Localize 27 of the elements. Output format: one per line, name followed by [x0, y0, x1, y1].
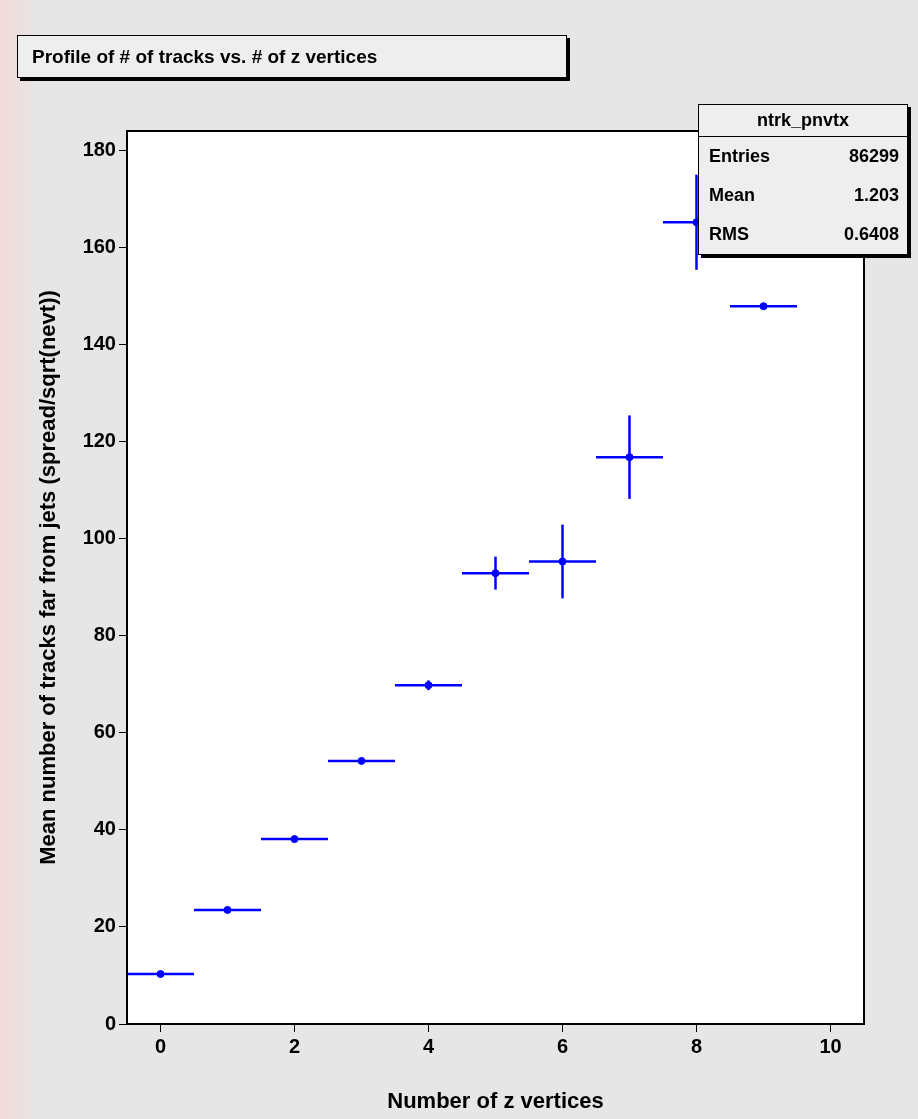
x-tick-label: 8	[690, 1034, 703, 1057]
y-tick-label: 0	[104, 1011, 116, 1034]
point	[223, 905, 232, 914]
text: Entries 86299	[709, 146, 899, 166]
y-tick-label: 40	[93, 817, 116, 840]
point	[558, 557, 567, 566]
y-tick-label: 180	[82, 137, 116, 160]
y-axis-title: Mean number of tracks far from jets (spread/sqrt(nevt))	[35, 290, 61, 865]
text: ntrk_pnvtx	[699, 105, 907, 137]
x-tick-label: 4	[422, 1034, 435, 1057]
y-tick-label: 120	[82, 429, 116, 452]
y-tick-label: 20	[93, 914, 116, 937]
x-tick-label: 6	[556, 1034, 569, 1057]
y-tick-label: 140	[82, 332, 116, 355]
x-axis-title: Number of z vertices	[387, 1087, 604, 1113]
y-tick-label: 60	[93, 720, 116, 743]
text: RMS 0.6408	[709, 224, 899, 244]
chart-title: Profile of # of tracks vs. # of z vertices	[17, 35, 567, 78]
text: Mean 1.203	[709, 185, 899, 205]
x-tick-label: 0	[154, 1034, 167, 1057]
point	[491, 569, 500, 578]
x-tick-label: 2	[288, 1034, 301, 1057]
y-tick-label: 160	[82, 234, 116, 257]
point	[625, 453, 634, 462]
y-tick-label: 100	[82, 526, 116, 549]
x-tick-label: 10	[819, 1034, 842, 1057]
y-tick-label: 80	[93, 623, 116, 646]
